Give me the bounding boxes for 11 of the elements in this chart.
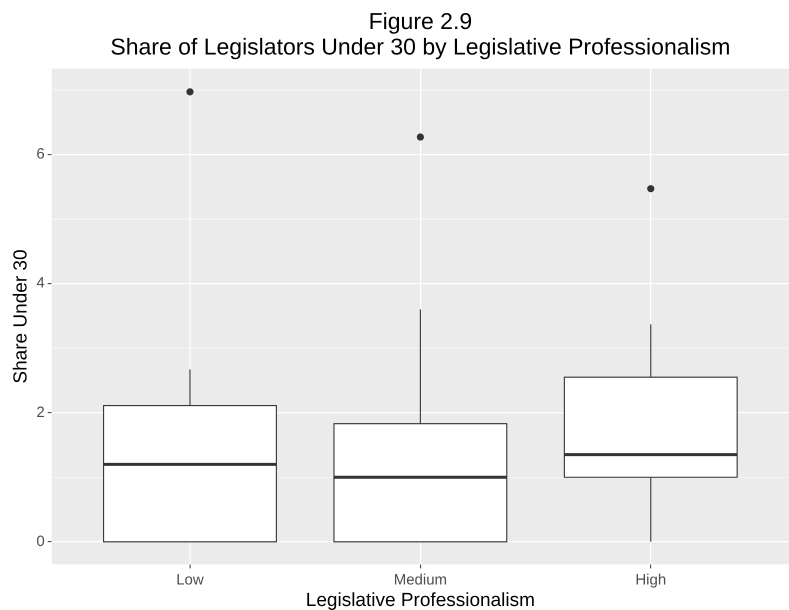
y-axis-title: Share Under 30 [10,249,32,384]
y-tick-label: 4 [36,274,45,292]
chart-subtitle: Share of Legislators Under 30 by Legislative Professionalism [110,33,730,60]
y-tick-label: 0 [36,532,45,550]
y-tick-label: 6 [36,146,45,163]
y-tick-label: 2 [36,404,45,421]
x-tick-label: Low [176,572,204,589]
x-tick-label: High [635,572,666,589]
x-tick-label: Medium [394,572,448,589]
chart-title: Figure 2.9 [368,8,472,34]
x-axis-title: Legislative Professionalism [306,590,535,610]
